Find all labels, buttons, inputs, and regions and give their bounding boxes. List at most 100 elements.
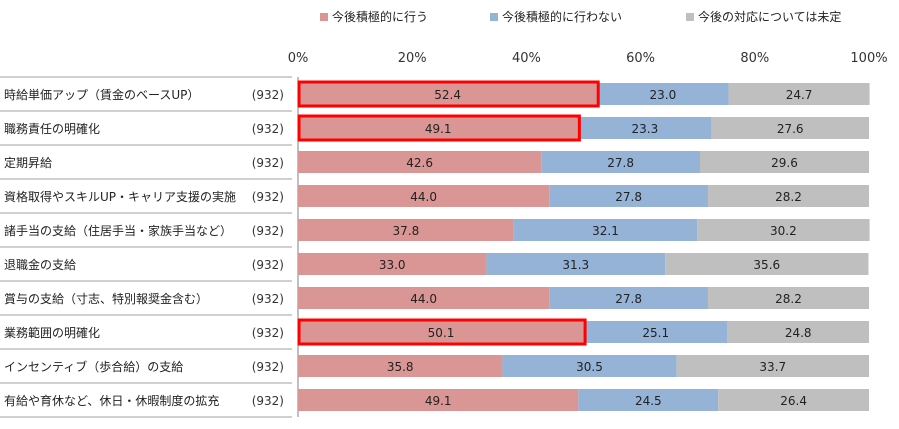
data-label: 27.8 — [607, 156, 634, 170]
data-label: 33.0 — [379, 258, 406, 272]
chart-legend: 今後積極的に行う 今後積極的に行わない 今後の対応については未定 — [0, 8, 899, 26]
data-label: 28.2 — [775, 190, 802, 204]
bar-segment — [718, 389, 869, 411]
x-tick-label: 40% — [512, 51, 541, 66]
data-label: 24.7 — [786, 88, 813, 102]
x-tick-label: 100% — [850, 51, 887, 66]
data-label: 29.6 — [771, 156, 798, 170]
highlight-box — [297, 114, 581, 142]
legend-swatch — [320, 12, 328, 21]
sample-size-label: (932) — [252, 360, 284, 374]
bar-segment — [727, 321, 869, 343]
bar-segment — [549, 185, 708, 207]
data-label: 23.0 — [650, 88, 677, 102]
category-label: 業務範囲の明確化 — [4, 325, 100, 340]
bar-segment — [584, 321, 728, 343]
legend-swatch — [490, 12, 498, 21]
legend-item: 今後積極的に行わない — [490, 8, 622, 25]
data-label: 49.1 — [425, 122, 452, 136]
data-label: 32.1 — [592, 224, 619, 238]
sample-size-label: (932) — [252, 122, 284, 136]
category-label: 諸手当の支給（住居手当・家族手当など） — [4, 223, 232, 238]
data-label: 27.8 — [615, 292, 642, 306]
highlight-box — [297, 318, 587, 346]
bar-segment — [711, 117, 869, 139]
bar-segment — [486, 253, 666, 275]
data-label: 35.8 — [387, 360, 414, 374]
x-tick-label: 60% — [626, 51, 655, 66]
x-tick-label: 20% — [398, 51, 427, 66]
legend-item: 今後積極的に行う — [320, 8, 428, 25]
data-label: 33.7 — [759, 360, 786, 374]
x-tick-label: 0% — [288, 51, 309, 66]
bar-segment — [298, 151, 542, 173]
sample-size-label: (932) — [252, 326, 284, 340]
data-label: 27.8 — [615, 190, 642, 204]
data-label: 49.1 — [425, 394, 452, 408]
data-label: 50.1 — [428, 326, 455, 340]
highlight-box — [297, 80, 600, 108]
bar-segment — [676, 355, 869, 377]
data-label: 37.8 — [393, 224, 420, 238]
data-label: 31.3 — [562, 258, 589, 272]
sample-size-label: (932) — [252, 190, 284, 204]
data-label: 44.0 — [410, 190, 437, 204]
bar-segment — [665, 253, 869, 275]
category-label: インセンティブ（歩合給）の支給 — [4, 359, 183, 374]
bar-segment — [298, 355, 503, 377]
data-label: 28.2 — [775, 292, 802, 306]
bar-segment — [541, 151, 700, 173]
bar-segment — [578, 117, 712, 139]
bar-segment — [513, 219, 698, 241]
legend-label: 今後積極的に行わない — [502, 10, 623, 24]
data-label: 52.4 — [434, 88, 461, 102]
data-label: 24.8 — [785, 326, 812, 340]
category-label: 退職金の支給 — [4, 257, 76, 272]
category-label: 賞与の支給（寸志、特別報奨金含む） — [4, 291, 208, 306]
legend-swatch — [686, 12, 694, 21]
data-label: 44.0 — [410, 292, 437, 306]
bar-segment — [707, 287, 869, 309]
sample-size-label: (932) — [252, 292, 284, 306]
data-label: 35.6 — [753, 258, 780, 272]
bar-segment — [502, 355, 677, 377]
data-label: 42.6 — [406, 156, 433, 170]
legend-label: 今後積極的に行う — [332, 10, 429, 24]
x-tick-label: 80% — [740, 51, 769, 66]
data-label: 23.3 — [632, 122, 659, 136]
data-label: 30.5 — [576, 360, 603, 374]
legend-item: 今後の対応については未定 — [686, 8, 841, 25]
sample-size-label: (932) — [252, 258, 284, 272]
bar-segment — [298, 185, 550, 207]
category-label: 定期昇給 — [4, 155, 52, 170]
bar-segment — [697, 219, 870, 241]
legend-label: 今後の対応については未定 — [698, 10, 842, 24]
data-label: 30.2 — [770, 224, 797, 238]
bar-segment — [298, 83, 598, 105]
sample-size-label: (932) — [252, 88, 284, 102]
bar-segment — [298, 287, 550, 309]
data-label: 26.4 — [780, 394, 807, 408]
bar-segment — [298, 253, 487, 275]
bar-segment — [578, 389, 719, 411]
data-label: 24.5 — [635, 394, 662, 408]
data-label: 25.1 — [642, 326, 669, 340]
category-label: 職務責任の明確化 — [4, 121, 100, 136]
data-label: 27.6 — [777, 122, 804, 136]
category-label: 資格取得やスキルUP・キャリア支援の実施 — [4, 189, 236, 204]
bar-segment — [728, 83, 870, 105]
sample-size-label: (932) — [252, 224, 284, 238]
bar-segment — [298, 321, 585, 343]
bar-segment — [298, 117, 579, 139]
sample-size-label: (932) — [252, 394, 284, 408]
bar-segment — [298, 219, 514, 241]
bar-segment — [699, 151, 869, 173]
sample-size-label: (932) — [252, 156, 284, 170]
category-label: 有給や育休など、休日・休暇制度の拡充 — [4, 393, 219, 408]
bar-segment — [549, 287, 708, 309]
bar-segment — [597, 83, 729, 105]
bar-segment — [298, 389, 579, 411]
category-label: 時給単価アップ（賃金のベースUP） — [4, 87, 199, 102]
bar-segment — [707, 185, 869, 207]
